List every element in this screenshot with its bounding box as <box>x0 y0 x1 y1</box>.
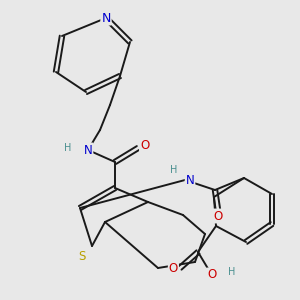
Text: O: O <box>207 268 216 281</box>
Text: S: S <box>78 250 86 262</box>
Text: N: N <box>186 173 194 187</box>
Text: O: O <box>213 209 223 223</box>
Text: H: H <box>228 267 236 277</box>
Text: N: N <box>84 143 92 157</box>
Text: N: N <box>101 11 111 25</box>
Text: H: H <box>64 143 71 153</box>
Text: O: O <box>140 139 149 152</box>
Text: O: O <box>169 262 178 275</box>
Text: H: H <box>170 165 177 175</box>
